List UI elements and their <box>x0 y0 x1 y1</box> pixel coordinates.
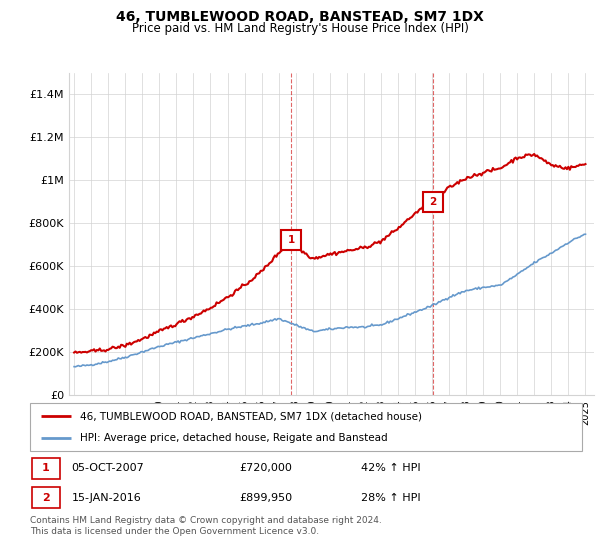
Text: 15-JAN-2016: 15-JAN-2016 <box>71 493 141 503</box>
Text: HPI: Average price, detached house, Reigate and Banstead: HPI: Average price, detached house, Reig… <box>80 433 388 443</box>
Text: £899,950: £899,950 <box>240 493 293 503</box>
Text: Contains HM Land Registry data © Crown copyright and database right 2024.
This d: Contains HM Land Registry data © Crown c… <box>30 516 382 536</box>
Text: 05-OCT-2007: 05-OCT-2007 <box>71 463 144 473</box>
Text: 1: 1 <box>288 235 295 245</box>
Text: 46, TUMBLEWOOD ROAD, BANSTEAD, SM7 1DX: 46, TUMBLEWOOD ROAD, BANSTEAD, SM7 1DX <box>116 10 484 24</box>
FancyBboxPatch shape <box>32 487 61 508</box>
FancyBboxPatch shape <box>30 403 582 451</box>
Text: 28% ↑ HPI: 28% ↑ HPI <box>361 493 421 503</box>
FancyBboxPatch shape <box>32 458 61 479</box>
Text: 42% ↑ HPI: 42% ↑ HPI <box>361 463 421 473</box>
Text: 1: 1 <box>42 463 50 473</box>
Text: Price paid vs. HM Land Registry's House Price Index (HPI): Price paid vs. HM Land Registry's House … <box>131 22 469 35</box>
Text: 2: 2 <box>42 493 50 503</box>
Text: £720,000: £720,000 <box>240 463 293 473</box>
Text: 2: 2 <box>429 197 436 207</box>
Text: 46, TUMBLEWOOD ROAD, BANSTEAD, SM7 1DX (detached house): 46, TUMBLEWOOD ROAD, BANSTEAD, SM7 1DX (… <box>80 411 422 421</box>
